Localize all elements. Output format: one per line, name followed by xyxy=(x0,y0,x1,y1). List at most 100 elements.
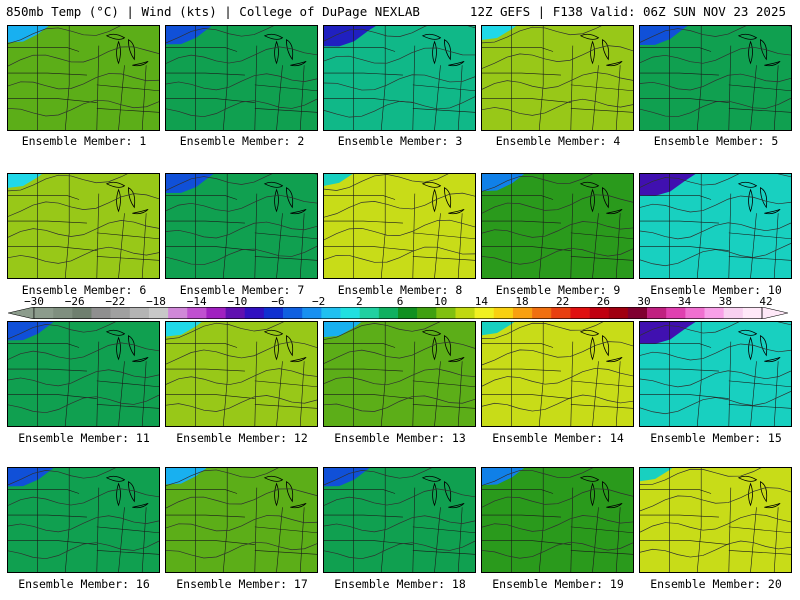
state-border xyxy=(276,507,283,572)
colorbar-segment xyxy=(570,307,590,319)
colorbar-tick-label: 18 xyxy=(515,295,529,308)
state-border xyxy=(64,468,70,572)
great-lake-outline xyxy=(579,181,600,188)
state-border xyxy=(8,368,87,372)
temperature-band xyxy=(482,26,633,130)
colorbar-segment xyxy=(532,307,552,319)
colorbar-segment xyxy=(340,307,360,319)
map-svg xyxy=(640,322,791,426)
map-svg xyxy=(324,26,475,130)
great-lake-outline xyxy=(128,39,136,61)
isotherm-contour xyxy=(482,515,633,532)
state-border xyxy=(482,540,571,545)
state-border xyxy=(412,193,416,278)
ensemble-member-map xyxy=(639,321,792,427)
colorbar-tick-label: −18 xyxy=(146,295,166,308)
state-border xyxy=(728,404,791,409)
state-border xyxy=(570,84,633,92)
state-border xyxy=(482,72,561,76)
great-lake-outline xyxy=(448,60,465,67)
isotherm-contour xyxy=(324,192,475,218)
great-lake-outline xyxy=(132,60,149,67)
isotherm-contour xyxy=(640,513,791,533)
isotherm-contour xyxy=(8,46,159,67)
isotherm-contour xyxy=(482,541,633,559)
state-border xyxy=(166,368,245,372)
state-border xyxy=(482,47,554,52)
model-run-valid-time: 12Z GEFS | F138 Valid: 06Z SUN NOV 23 20… xyxy=(469,4,786,19)
state-border xyxy=(570,256,633,261)
isotherm-contour xyxy=(640,222,791,240)
temperature-band xyxy=(8,26,159,130)
state-border xyxy=(8,514,87,518)
isotherm-contour xyxy=(324,246,475,263)
ensemble-member-map xyxy=(7,321,160,427)
isotherm-contour xyxy=(324,515,475,533)
state-border xyxy=(412,341,416,426)
great-lake-outline xyxy=(737,181,758,188)
state-border xyxy=(299,213,305,278)
colorbar-segment xyxy=(72,307,92,319)
great-lake-outline xyxy=(263,33,284,40)
great-lake-outline xyxy=(105,329,126,336)
ensemble-member-label: Ensemble Member: 3 xyxy=(337,134,463,148)
great-lake-outline xyxy=(132,356,149,363)
ensemble-member-map xyxy=(323,25,476,131)
state-border xyxy=(324,195,396,200)
great-lake-outline xyxy=(748,188,753,213)
state-border xyxy=(254,404,317,409)
colorbar-segment xyxy=(91,307,111,319)
great-lake-outline xyxy=(290,208,307,215)
great-lake-outline xyxy=(606,356,623,363)
state-border xyxy=(254,380,317,388)
isotherm-contour xyxy=(166,26,274,44)
colorbar-segment xyxy=(589,307,610,319)
isotherm-contour xyxy=(166,245,317,266)
isotherm-contour xyxy=(324,174,449,191)
isotherm-contour xyxy=(640,391,791,415)
colorbar-segment xyxy=(263,307,284,319)
state-border xyxy=(728,341,732,426)
isotherm-contour xyxy=(324,368,475,386)
state-border xyxy=(482,343,554,348)
great-lake-outline xyxy=(590,336,595,361)
colorbar-segment xyxy=(493,307,514,319)
great-lake-outline xyxy=(263,181,284,188)
state-border xyxy=(166,489,238,494)
map-svg xyxy=(324,322,475,426)
great-lake-outline xyxy=(590,40,595,65)
ensemble-member-label: Ensemble Member: 19 xyxy=(492,577,624,591)
state-border xyxy=(640,220,719,224)
great-lake-outline xyxy=(128,481,136,503)
ensemble-member-map xyxy=(481,467,634,573)
state-border xyxy=(434,361,441,426)
isotherm-contour xyxy=(166,221,317,239)
state-border xyxy=(412,380,475,388)
state-border xyxy=(276,65,283,130)
great-lake-outline xyxy=(105,181,126,188)
state-border xyxy=(640,489,712,494)
colorbar-segment xyxy=(685,307,705,319)
state-border xyxy=(538,174,544,278)
state-border xyxy=(118,361,125,426)
isotherm-contour xyxy=(640,97,791,118)
great-lake-outline xyxy=(290,60,307,67)
state-border xyxy=(640,514,719,518)
ensemble-member-label: Ensemble Member: 9 xyxy=(495,283,621,297)
state-border xyxy=(728,108,791,113)
great-lake-outline xyxy=(116,188,121,213)
great-lake-outline xyxy=(579,475,600,482)
state-border xyxy=(8,220,87,224)
temperature-band xyxy=(324,174,475,278)
great-lake-outline xyxy=(274,336,279,361)
state-border xyxy=(728,84,791,92)
isotherm-contour xyxy=(482,488,633,508)
isotherm-contour xyxy=(8,540,159,560)
state-border xyxy=(640,540,729,545)
isotherm-contour xyxy=(482,367,633,387)
colorbar-tick-label: −22 xyxy=(105,295,126,308)
state-border xyxy=(254,526,317,534)
isotherm-contour xyxy=(8,73,159,90)
colorbar-tick-label: 2 xyxy=(356,295,363,308)
colorbar-segment xyxy=(647,307,667,319)
